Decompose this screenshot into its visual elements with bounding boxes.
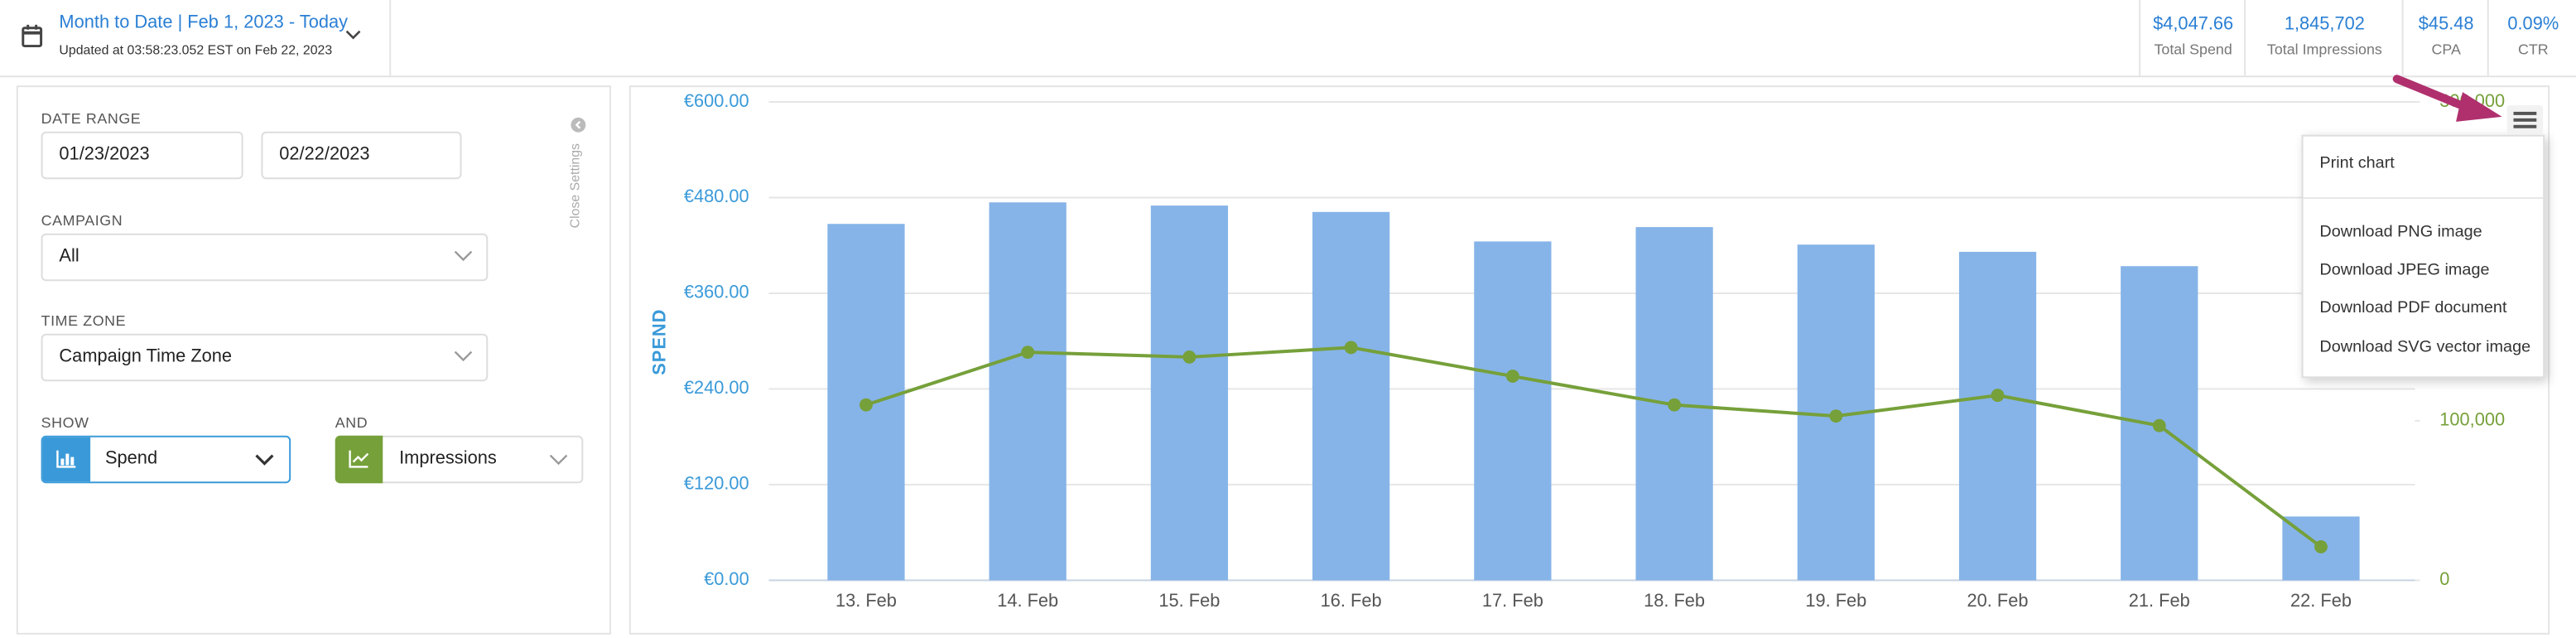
chevron (549, 454, 568, 466)
menu-item[interactable]: Print chart (2319, 154, 2395, 173)
y-tick-label: €0.00 (704, 568, 749, 589)
menu-item[interactable]: Download SVG vector image (2319, 338, 2531, 357)
line-icon (349, 450, 369, 468)
line-point (1505, 370, 1519, 383)
line-point (1182, 350, 1197, 364)
stat: 1,845,702 Total Impressions (2244, 0, 2403, 76)
line-point (1344, 341, 1358, 355)
y-tick-label: €240.00 (684, 377, 749, 398)
field-label: DATE RANGE (41, 109, 142, 127)
pointer-arrow (2392, 75, 2502, 122)
stat: $4,047.66 Total Spend (2139, 0, 2246, 76)
updated-time: Updated at 03:58:23.052 EST on Feb 22, 2… (59, 42, 333, 58)
line-point (859, 398, 873, 412)
y-tick-label: €120.00 (684, 473, 749, 494)
line-point (2152, 418, 2166, 433)
x-tick-label: 21. Feb (2129, 590, 2190, 611)
settings-panel (16, 85, 612, 635)
stat-value: $45.48 (2418, 14, 2474, 35)
x-tick-label: 22. Feb (2290, 590, 2352, 611)
stat-value: $4,047.66 (2153, 14, 2234, 35)
export-menu: Print chart Download PNG image Download … (2301, 134, 2545, 379)
chart-panel (628, 85, 2550, 635)
y-tick-label: €600.00 (684, 90, 749, 111)
bar-icon (56, 450, 76, 468)
date-input[interactable]: 01/23/2023 (41, 131, 243, 180)
header-bar (0, 0, 2576, 78)
campaign-select[interactable]: All (41, 233, 489, 282)
x-tick-label: 16. Feb (1321, 590, 1382, 611)
menu-button[interactable] (2506, 104, 2544, 135)
line-point (1829, 409, 1843, 423)
chevron[interactable] (345, 28, 362, 41)
stat-value: 1,845,702 (2284, 14, 2365, 35)
x-tick-label: 14. Feb (997, 590, 1058, 611)
menu-item[interactable]: Download JPEG image (2319, 261, 2490, 280)
date-input[interactable]: 02/22/2023 (261, 131, 462, 180)
y2-tick-label: 100,000 (2439, 409, 2505, 430)
chevron (255, 454, 274, 466)
stat-label: Total Spend (2154, 41, 2232, 58)
chevron (454, 250, 473, 262)
bar (989, 202, 1067, 581)
x-tick-label: 20. Feb (1967, 590, 2029, 611)
calendar-icon (22, 24, 43, 48)
y-tick-label: €480.00 (684, 186, 749, 206)
bar (1958, 251, 2037, 581)
stat: $45.48 CPA (2401, 0, 2489, 76)
field-label: AND (335, 413, 368, 431)
x-tick-label: 13. Feb (835, 590, 897, 611)
menu-separator (2303, 197, 2544, 200)
menu-item[interactable]: Download PDF document (2319, 299, 2507, 317)
x-tick-label: 17. Feb (1482, 590, 1543, 611)
field-label: CAMPAIGN (41, 211, 123, 229)
field-label: TIME ZONE (41, 312, 127, 329)
line-point (1668, 398, 1682, 412)
x-tick-label: 18. Feb (1644, 590, 1705, 611)
stat-value: 0.09% (2507, 14, 2559, 35)
stat-label: Total Impressions (2266, 41, 2382, 58)
y2-tick-label: 0 (2439, 568, 2449, 589)
menu-item[interactable]: Download PNG image (2319, 223, 2482, 242)
bar (1474, 241, 1552, 581)
line-icon-bg (335, 435, 383, 484)
stat-label: CTR (2517, 41, 2549, 58)
chevron (454, 350, 473, 362)
timezone-select[interactable]: Campaign Time Zone (41, 333, 489, 382)
stat-label: CPA (2431, 41, 2461, 58)
x-tick-label: 15. Feb (1158, 590, 1220, 611)
date-filter[interactable]: Month to Date | Feb 1, 2023 - Today (59, 12, 349, 33)
field-label: SHOW (41, 413, 89, 431)
divider (389, 0, 392, 76)
line-point (1991, 389, 2005, 403)
line-point (1021, 346, 1035, 360)
line-point (2314, 540, 2328, 553)
y-tick-label: €360.00 (684, 282, 749, 302)
y-axis-title: SPEND (648, 309, 669, 375)
close-icon[interactable] (570, 117, 586, 133)
stat: 0.09% CTR (2487, 0, 2576, 76)
x-tick-label: 19. Feb (1805, 590, 1866, 611)
line (865, 346, 2323, 549)
bar (1150, 205, 1229, 581)
bar (1312, 211, 1390, 581)
